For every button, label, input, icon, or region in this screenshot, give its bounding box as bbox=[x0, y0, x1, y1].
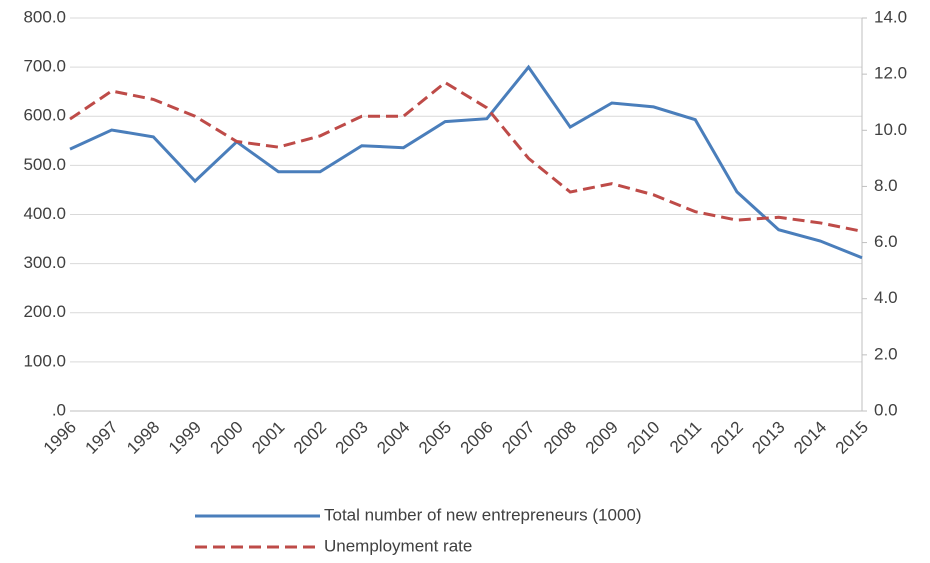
series-line bbox=[69, 64, 863, 260]
x-tick-label: 2013 bbox=[748, 418, 788, 458]
x-tick-label: 2010 bbox=[623, 418, 663, 458]
x-tick-label: 1998 bbox=[123, 418, 163, 458]
y-tick-label: 700.0 bbox=[23, 57, 66, 76]
x-tick-label: 2008 bbox=[540, 418, 580, 458]
y-tick-label: 400.0 bbox=[23, 204, 66, 223]
x-tick-label: 2004 bbox=[373, 418, 413, 458]
x-tick-label: 1999 bbox=[165, 418, 205, 458]
y2-tick-label: 14.0 bbox=[874, 7, 907, 26]
y2-tick-label: 0.0 bbox=[874, 400, 898, 419]
x-tick-label: 2012 bbox=[707, 418, 747, 458]
x-tick-label: 2014 bbox=[790, 418, 830, 458]
x-tick-label: 2003 bbox=[332, 418, 372, 458]
x-tick-label: 2006 bbox=[457, 418, 497, 458]
y-tick-label: 300.0 bbox=[23, 253, 66, 272]
y2-tick-label: 12.0 bbox=[874, 64, 907, 83]
x-tick-label: 1997 bbox=[82, 418, 122, 458]
y2-tick-label: 2.0 bbox=[874, 344, 898, 363]
x-tick-label: 2002 bbox=[290, 418, 330, 458]
x-tick-label: 2011 bbox=[666, 418, 705, 457]
y-tick-label: 800.0 bbox=[23, 7, 66, 26]
x-tick-label: 2000 bbox=[207, 418, 247, 458]
y2-tick-label: 8.0 bbox=[874, 176, 898, 195]
y2-tick-label: 4.0 bbox=[874, 288, 898, 307]
x-tick-label: 2001 bbox=[248, 418, 288, 458]
y-tick-label: 100.0 bbox=[23, 351, 66, 370]
y-tick-label: 600.0 bbox=[23, 106, 66, 125]
legend-label: Total number of new entrepreneurs (1000) bbox=[324, 505, 642, 524]
x-tick-label: 1996 bbox=[40, 418, 80, 458]
x-tick-label: 2009 bbox=[582, 418, 622, 458]
y2-tick-label: 6.0 bbox=[874, 232, 898, 251]
y2-tick-label: 10.0 bbox=[874, 120, 907, 139]
y-tick-label: 500.0 bbox=[23, 155, 66, 174]
x-tick-label: 2015 bbox=[832, 418, 872, 458]
x-tick-label: 2005 bbox=[415, 418, 455, 458]
y-tick-label: 200.0 bbox=[23, 302, 66, 321]
x-tick-label: 2007 bbox=[498, 418, 538, 458]
legend-label: Unemployment rate bbox=[324, 536, 472, 555]
series-line bbox=[69, 80, 863, 233]
y-tick-label: .0 bbox=[52, 400, 66, 419]
